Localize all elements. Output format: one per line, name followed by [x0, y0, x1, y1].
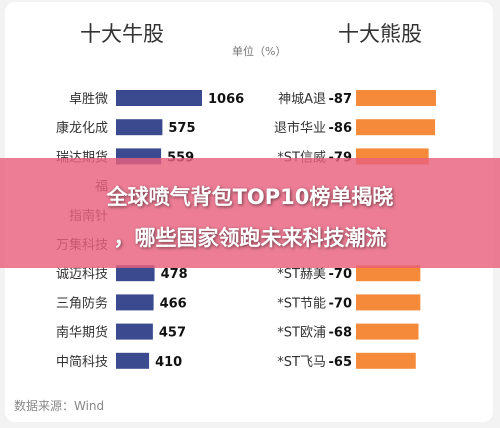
bear-category-label: *ST节能: [277, 296, 326, 311]
bear-bar: [356, 323, 419, 340]
bull-category-label: 中简科技: [56, 354, 108, 370]
bear-value-label: -70: [329, 296, 353, 311]
bull-value-label: 1066: [208, 92, 244, 107]
bear-value-label: -68: [329, 326, 353, 341]
bull-category-label: 三角防务: [56, 295, 108, 311]
bull-bar: [116, 265, 155, 282]
bear-bar: [356, 294, 421, 311]
bear-panel-title: 十大熊股: [338, 22, 422, 46]
bear-value-label: -70: [329, 267, 353, 282]
bull-bar: [116, 323, 153, 340]
bull-category-label: 诚迈科技: [56, 267, 108, 282]
bull-panel-title: 十大牛股: [80, 22, 164, 46]
bull-value-label: 478: [161, 267, 188, 282]
bull-bar: [116, 119, 163, 136]
bear-category-label: 神城A退: [278, 92, 326, 107]
bull-value-label: 575: [168, 121, 195, 136]
bull-category-label: 康龙化成: [56, 120, 108, 136]
headline-line-1: 全球喷气背包TOP10榜单揭晓: [106, 185, 394, 209]
bear-bar: [356, 265, 421, 282]
bull-value-label: 410: [155, 355, 182, 370]
bear-category-label: *ST赫美: [277, 267, 326, 282]
bear-value-label: -86: [329, 121, 353, 136]
bear-bar: [356, 352, 416, 369]
unit-label: 单位（%）: [232, 45, 287, 58]
bear-value-label: -87: [329, 92, 353, 107]
data-source: 数据来源：Wind: [14, 399, 105, 413]
bear-category-label: *ST欧浦: [277, 326, 326, 341]
bear-value-label: -65: [329, 355, 353, 370]
bull-bar: [116, 90, 202, 106]
headline-banner: [0, 158, 500, 268]
bull-value-label: 466: [160, 296, 187, 311]
bull-bar: [116, 352, 150, 369]
bull-value-label: 457: [159, 326, 186, 341]
bear-bar: [356, 90, 436, 106]
bear-category-label: *ST飞马: [277, 355, 326, 370]
bear-bar: [356, 119, 436, 136]
headline-line-2: ，哪些国家领跑未来科技潮流: [113, 226, 387, 250]
bull-category-label: 卓胜微: [69, 92, 108, 107]
bull-category-label: 南华期货: [56, 325, 108, 341]
bear-category-label: 退市华业: [274, 120, 326, 136]
bull-bar: [116, 294, 154, 311]
